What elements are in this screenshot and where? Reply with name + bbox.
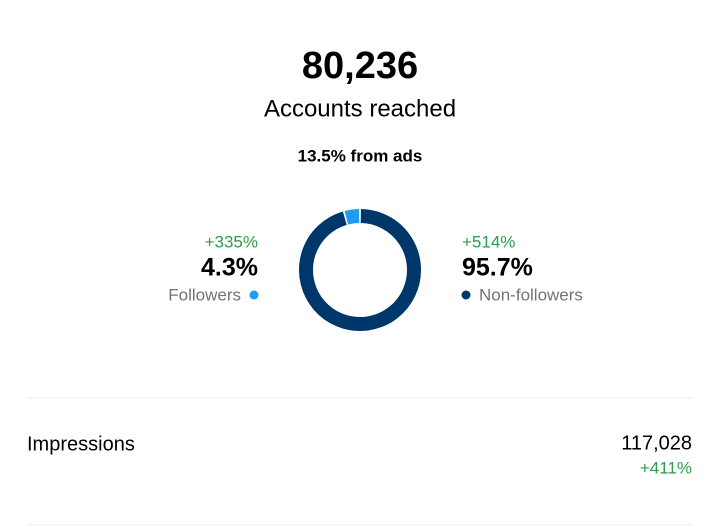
- legend-dot: [461, 290, 471, 300]
- reach-value: 80,236: [302, 45, 418, 87]
- legend-dot: [249, 290, 259, 300]
- metric-label: Impressions: [27, 433, 135, 455]
- metric-value: 117,028: [621, 432, 692, 454]
- segment-name: Non-followers: [479, 285, 583, 304]
- ads-subtitle: 13.5% from ads: [298, 146, 423, 165]
- segment-name: Followers: [168, 285, 241, 304]
- reach-label: Accounts reached: [264, 95, 456, 122]
- segment-change: +514%: [462, 232, 515, 251]
- segment-value: 4.3%: [201, 254, 258, 282]
- segment-value: 95.7%: [462, 254, 533, 282]
- metric-change: +411%: [640, 458, 692, 477]
- donut-segment: [299, 209, 421, 331]
- segment-change: +335%: [205, 232, 258, 251]
- donut-segment: [344, 209, 360, 225]
